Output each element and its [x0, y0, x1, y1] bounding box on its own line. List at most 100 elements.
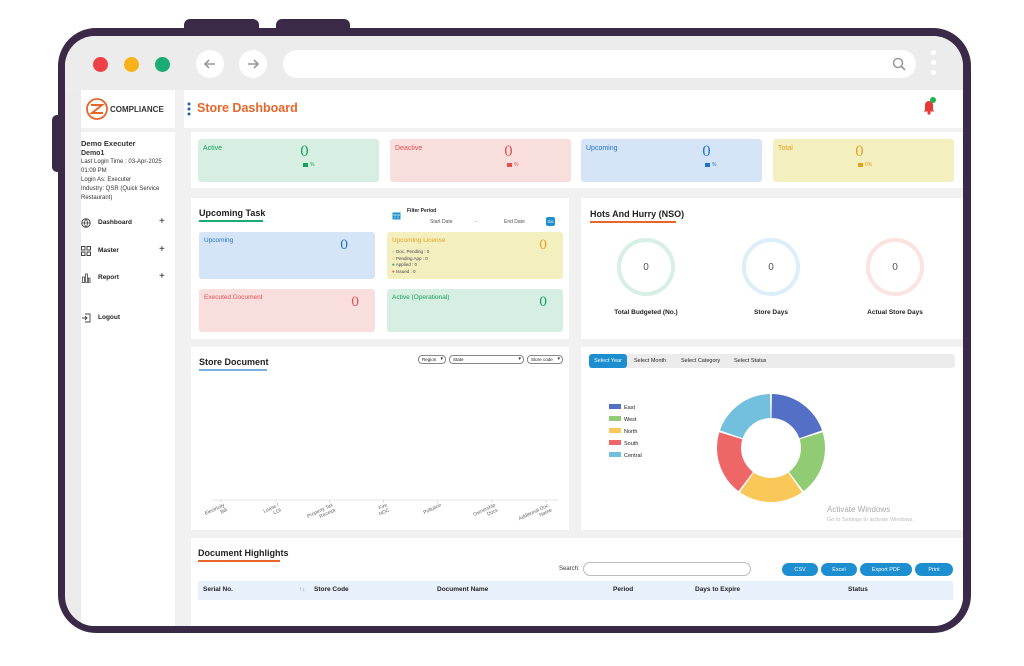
- excel-button[interactable]: Excel: [821, 563, 857, 576]
- task-box-upcoming-license[interactable]: Upcoming License 0 ○ Doc. Pending : 0 ○ …: [387, 232, 563, 279]
- csv-button[interactable]: CSV: [782, 563, 818, 576]
- column-days-to-expire[interactable]: Days to Expire: [695, 586, 741, 593]
- stat-label: Total: [778, 145, 793, 152]
- start-date-input[interactable]: Start Date: [430, 219, 453, 225]
- maximize-dot[interactable]: [155, 57, 170, 72]
- stat-value: 0: [300, 144, 309, 160]
- nav-item-logout[interactable]: Logout: [81, 311, 175, 326]
- column-document-name[interactable]: Document Name: [437, 586, 489, 593]
- tab-select-category[interactable]: Select Category: [681, 358, 721, 364]
- task-box-active-operational[interactable]: Active (Operational) 0: [387, 289, 563, 332]
- tab-select-month[interactable]: Select Month: [634, 358, 667, 364]
- user-name: Demo Executer: [81, 139, 136, 148]
- title-underline: [198, 560, 280, 562]
- nav-label: Logout: [98, 314, 121, 321]
- nav-item-master[interactable]: Master +: [81, 244, 175, 259]
- bell-icon[interactable]: [921, 97, 937, 115]
- grid-icon: [81, 246, 91, 256]
- login-as: Login As: Executer: [81, 177, 132, 183]
- stats-row: Active 0 % Deactive 0 % Upcoming 0 % Tot…: [191, 132, 963, 188]
- donut-slice-central[interactable]: [719, 394, 771, 439]
- forward-button[interactable]: [239, 50, 267, 78]
- minimize-dot[interactable]: [124, 57, 139, 72]
- print-button[interactable]: Print: [915, 563, 953, 576]
- store-code-select[interactable]: Store code: [527, 355, 563, 364]
- go-button[interactable]: Go: [546, 217, 555, 226]
- task-label: Upcoming License: [392, 237, 446, 244]
- ring-label: Store Days: [754, 309, 788, 316]
- logo-icon: [86, 98, 108, 120]
- nav-label: Dashboard: [98, 219, 132, 226]
- stat-percent: 0%: [858, 162, 872, 168]
- stat-percent-text: 0%: [865, 162, 873, 168]
- stat-label: Upcoming: [586, 145, 618, 152]
- user-id: Demo1: [81, 150, 105, 157]
- legend-swatch: [609, 440, 621, 445]
- status-pending-app: ○ Pending App : 0: [392, 255, 428, 261]
- task-label: Active (Operational): [392, 294, 450, 301]
- arrow-left-icon: [203, 59, 215, 69]
- table-search-input[interactable]: [583, 562, 751, 576]
- search-label: Search:: [559, 566, 580, 572]
- donut-slice-east[interactable]: [771, 394, 823, 439]
- watermark-line2: Go to Settings to activate Windows.: [827, 517, 914, 523]
- tab-select-status[interactable]: Select Status: [734, 358, 767, 364]
- back-button[interactable]: [196, 50, 224, 78]
- expand-plus-icon[interactable]: +: [159, 216, 165, 227]
- x-tick-label: Lease /LOI: [263, 502, 283, 520]
- ring-total-budgeted: 0: [617, 238, 675, 296]
- donut-chart: [717, 394, 825, 502]
- industry: Industry: QSR (Quick Service Restaurant): [81, 186, 160, 201]
- stat-card-deactive: Deactive 0 %: [390, 139, 571, 182]
- browser-window: COMPLIANCE Store Dashboard Demo Executer…: [65, 36, 963, 626]
- legend-label: South: [624, 441, 639, 447]
- nav-label: Report: [98, 274, 119, 281]
- donut-slice-south[interactable]: [717, 432, 753, 492]
- legend-label: East: [624, 405, 636, 411]
- stat-percent: %: [303, 162, 314, 168]
- donut-slice-north[interactable]: [740, 472, 802, 502]
- sidebar: Demo Executer Demo1 Last Login Time : 03…: [81, 132, 175, 626]
- column-serial-no[interactable]: Serial No.: [203, 586, 233, 593]
- region-select[interactable]: Region: [418, 355, 446, 364]
- ring-store-days: 0: [742, 238, 800, 296]
- browser-menu-icon[interactable]: [931, 50, 937, 80]
- donut-slice-west[interactable]: [789, 432, 825, 492]
- x-tick-label: FireNOC: [376, 502, 391, 517]
- column-store-code[interactable]: Store Code: [314, 586, 349, 593]
- menu-dots-icon[interactable]: [187, 102, 191, 116]
- status-text: Pending App : 0: [395, 255, 428, 261]
- logout-icon: [82, 313, 91, 323]
- column-period[interactable]: Period: [613, 586, 634, 593]
- sort-icon[interactable]: ↑↓: [299, 586, 306, 593]
- task-box-executed-document[interactable]: Executed Document 0: [199, 289, 375, 332]
- date-separator: -: [475, 219, 477, 225]
- state-select[interactable]: State: [449, 355, 524, 364]
- expand-plus-icon[interactable]: +: [159, 244, 165, 255]
- legend-item: Central: [609, 450, 642, 462]
- status-text: Issued : 0: [395, 268, 416, 274]
- top-header: Store Dashboard: [184, 90, 963, 128]
- stat-label: Deactive: [395, 145, 423, 152]
- document-highlights-card: Document Highlights Search: CSV Excel Ex…: [191, 538, 963, 626]
- user-info: Demo Executer Demo1 Last Login Time : 03…: [81, 132, 175, 203]
- export-pdf-button[interactable]: Export PDF: [860, 563, 912, 576]
- calendar-icon[interactable]: [392, 211, 401, 220]
- task-box-upcoming[interactable]: Upcoming 0: [199, 232, 375, 279]
- close-dot[interactable]: [93, 57, 108, 72]
- stat-value: 0: [504, 144, 513, 160]
- filter-tab-bar: Select Year Select Month Select Category…: [589, 354, 955, 368]
- tab-select-year[interactable]: Select Year: [589, 354, 627, 368]
- task-value: 0: [539, 238, 548, 253]
- column-status[interactable]: Status: [848, 586, 868, 593]
- expand-plus-icon[interactable]: +: [159, 271, 165, 282]
- task-value: 0: [539, 295, 548, 310]
- address-bar[interactable]: [283, 50, 916, 78]
- end-date-input[interactable]: End Date: [504, 219, 525, 225]
- nav-item-report[interactable]: Report +: [81, 271, 175, 286]
- x-tick-label: OwnershipDocs: [472, 502, 499, 523]
- legend-item: East: [609, 402, 642, 414]
- task-value: 0: [340, 238, 349, 253]
- nav-item-dashboard[interactable]: Dashboard +: [81, 216, 175, 231]
- legend-item: North: [609, 426, 642, 438]
